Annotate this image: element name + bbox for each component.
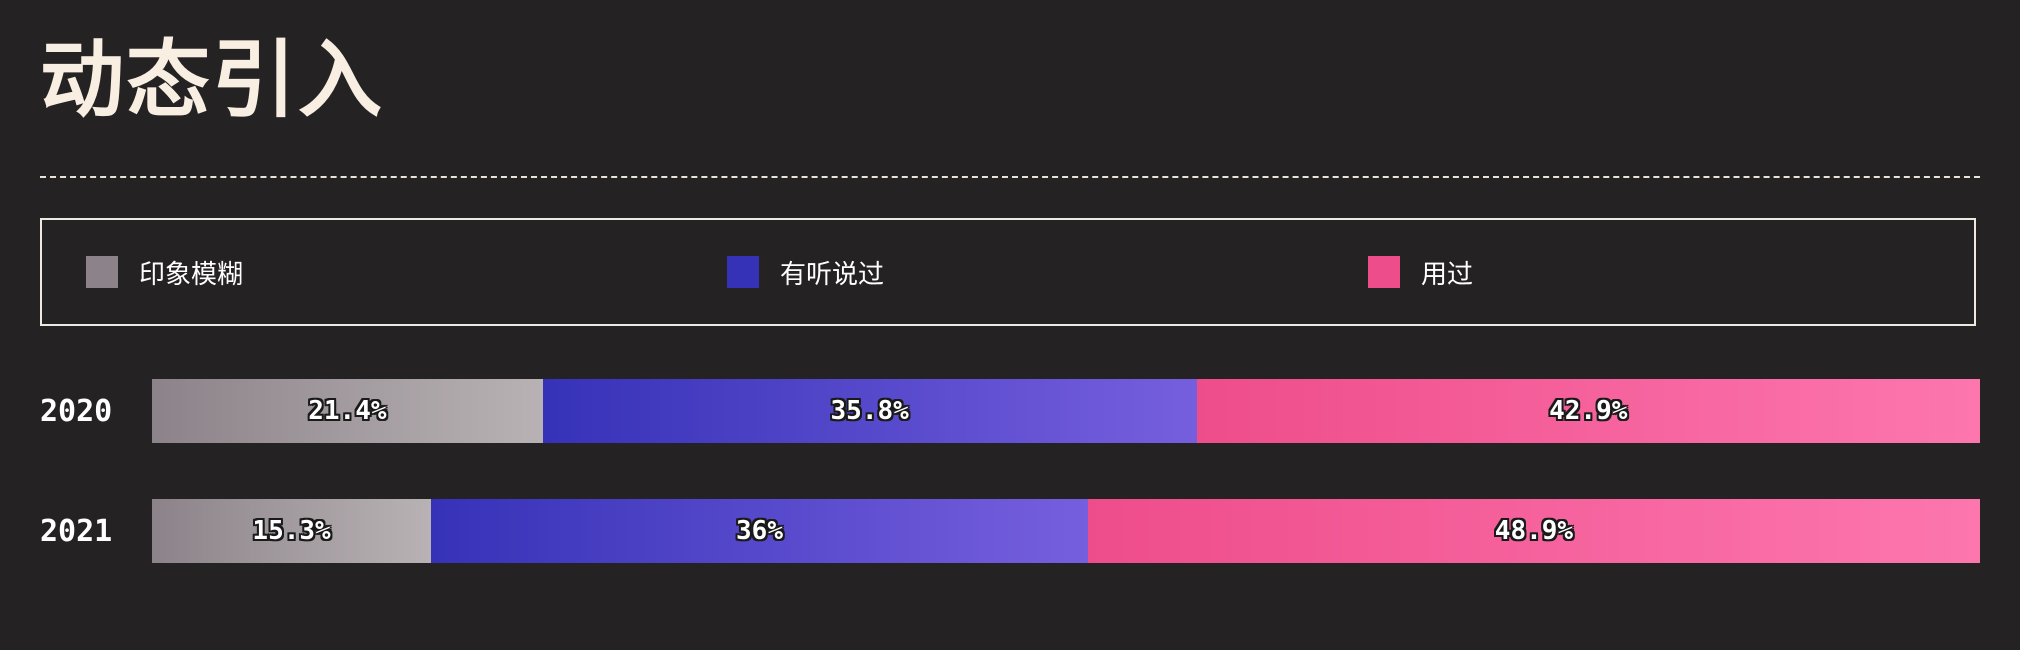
category-label-2020: 2020: [40, 394, 113, 429]
legend-item-used: 用过: [1368, 220, 1473, 324]
legend-label: 有听说过: [780, 259, 885, 290]
legend-item-vague: 印象模糊: [86, 220, 243, 324]
legend-label: 用过: [1421, 259, 1474, 290]
bar-segment-2020-used: 42.9%: [1196, 379, 1980, 443]
bar-segment-2020-vague: 21.4%: [152, 379, 543, 443]
legend-swatch: [1368, 256, 1400, 288]
bar-row-2020: 21.4% 35.8% 42.9%: [152, 379, 1980, 443]
legend: 印象模糊 有听说过 用过: [40, 218, 1976, 326]
legend-swatch: [86, 256, 118, 288]
data-label: 42.9%: [1549, 396, 1628, 426]
data-label: 36%: [736, 516, 783, 546]
legend-item-heard-of: 有听说过: [727, 220, 884, 324]
bar-segment-2020-heard-of: 35.8%: [542, 379, 1197, 443]
data-label: 35.8%: [830, 396, 909, 426]
data-label: 15.3%: [252, 516, 331, 546]
data-label: 21.4%: [308, 396, 387, 426]
legend-label: 印象模糊: [139, 259, 244, 290]
bar-segment-2021-used: 48.9%: [1087, 499, 1980, 563]
chart-title: 动态引入: [40, 31, 385, 129]
data-label: 48.9%: [1494, 516, 1574, 546]
title-divider: [40, 176, 1980, 178]
bar-row-2021: 15.3% 36% 48.9%: [152, 499, 1980, 563]
bar-segment-2021-vague: 15.3%: [152, 499, 432, 563]
legend-swatch: [727, 256, 759, 288]
category-label-2021: 2021: [40, 514, 113, 549]
bar-segment-2021-heard-of: 36%: [431, 499, 1088, 563]
